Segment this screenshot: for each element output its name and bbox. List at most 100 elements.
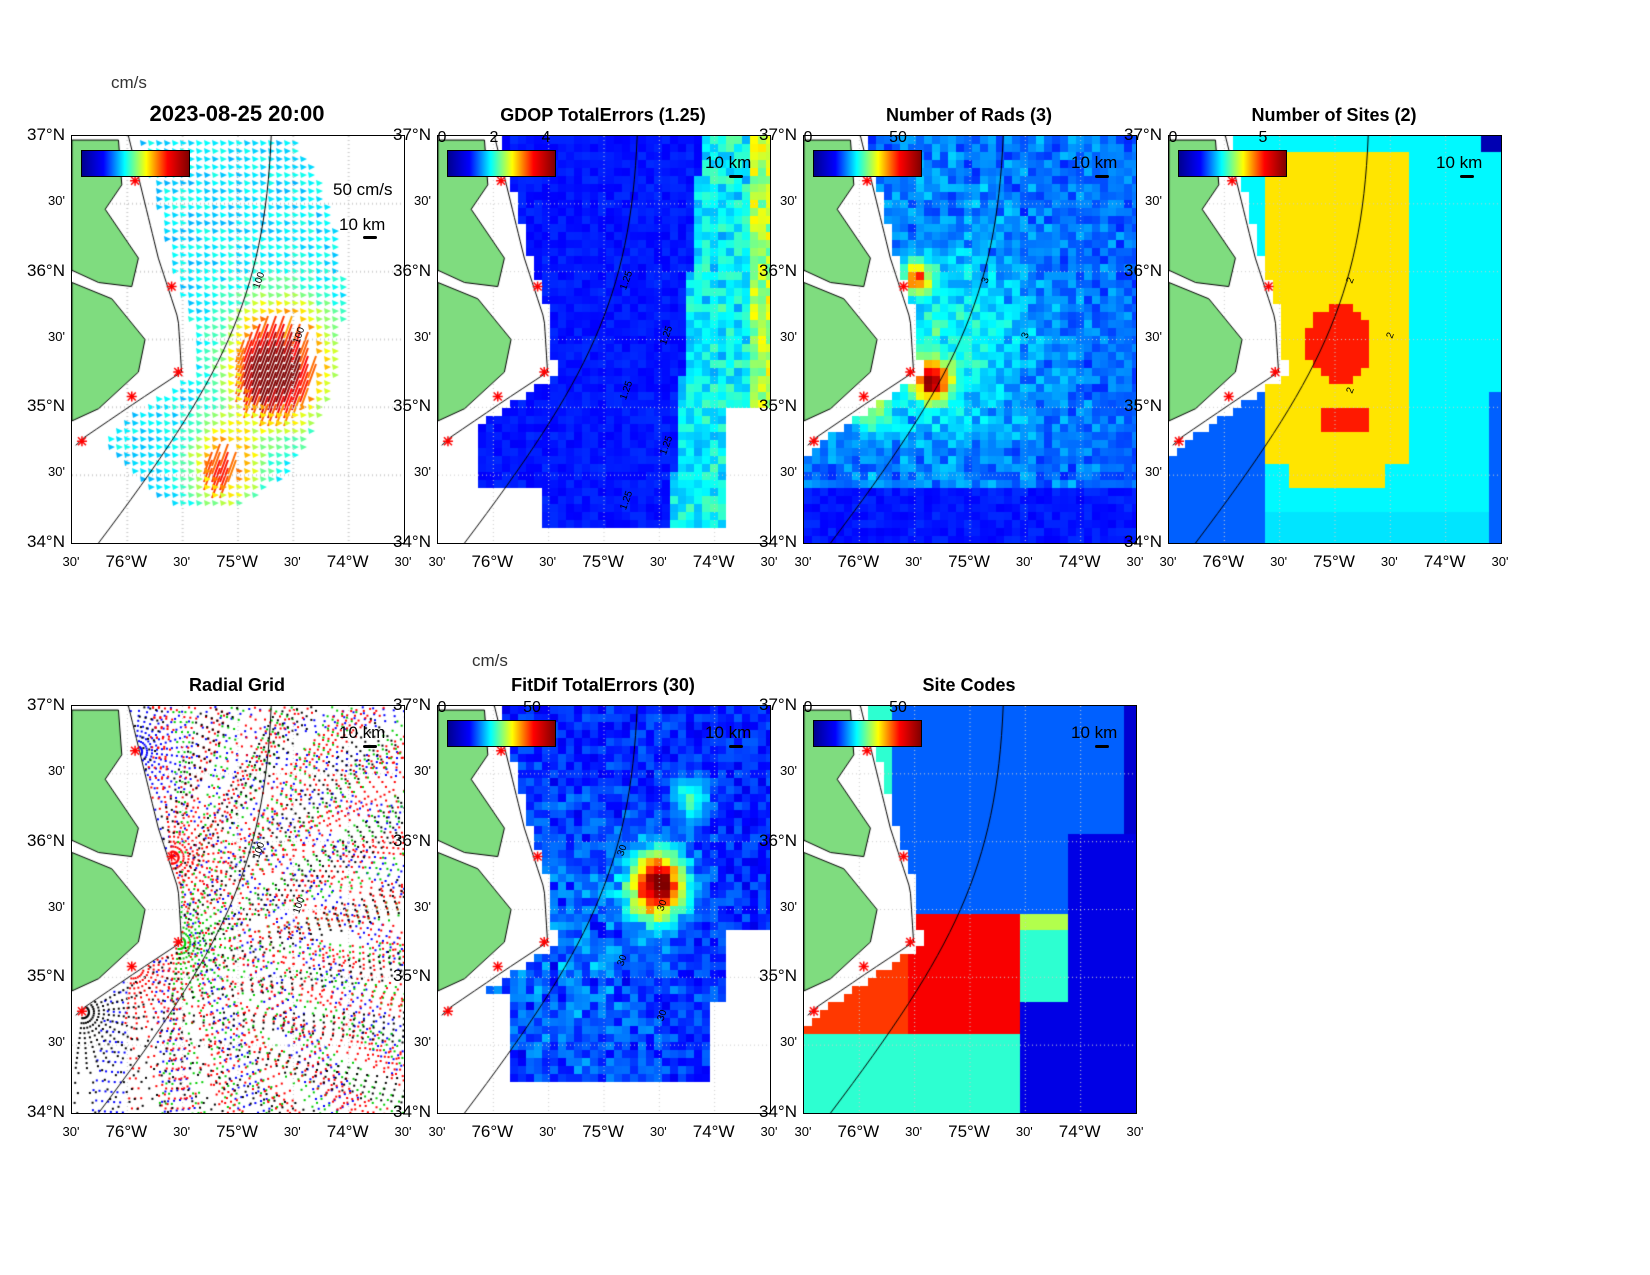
y-tick-label: 30' bbox=[48, 192, 65, 208]
y-tick-label: 30' bbox=[414, 898, 431, 914]
y-tick-label: 30' bbox=[48, 464, 65, 480]
panel-title: Site Codes bbox=[922, 675, 1016, 695]
scale-label: 10 km bbox=[1436, 153, 1483, 172]
x-tick-label: 30' bbox=[794, 1124, 812, 1139]
x-tick-label: 76°W bbox=[837, 552, 880, 571]
y-tick-label: 37°N bbox=[393, 695, 431, 714]
x-tick-label: 30' bbox=[539, 1124, 557, 1139]
x-tick-label: 75°W bbox=[582, 552, 624, 571]
colorbar-tick-label: 4 bbox=[541, 129, 551, 146]
colorbar-tick-label: 50 bbox=[523, 699, 541, 716]
x-tick-label: 30' bbox=[62, 1124, 80, 1139]
panel-title: Number of Sites (2) bbox=[1251, 105, 1417, 125]
scale-bar bbox=[1460, 175, 1474, 178]
y-tick-label: 34°N bbox=[27, 1102, 65, 1121]
scale-label: 10 km bbox=[1071, 153, 1118, 172]
scale-label: 10 km bbox=[705, 723, 752, 742]
x-tick-label: 30' bbox=[1270, 554, 1288, 569]
colorbar bbox=[813, 720, 922, 747]
x-tick-label: 30' bbox=[1380, 554, 1398, 569]
y-tick-label: 37°N bbox=[393, 125, 431, 144]
x-tick-label: 74°W bbox=[692, 552, 735, 571]
x-tick-label: 75°W bbox=[948, 552, 990, 571]
colorbar-tick-label: 0 bbox=[1168, 129, 1178, 146]
scale-bar bbox=[1095, 175, 1109, 178]
x-tick-label: 76°W bbox=[1202, 552, 1245, 571]
y-tick-label: 34°N bbox=[759, 532, 797, 551]
map-canvas-vectors bbox=[71, 135, 405, 544]
y-tick-label: 36°N bbox=[1124, 260, 1162, 280]
x-tick-label: 30' bbox=[539, 554, 557, 569]
x-tick-label: 75°W bbox=[1313, 552, 1355, 571]
scale-bar bbox=[363, 236, 377, 239]
colorbar-tick-label: 2 bbox=[489, 129, 499, 146]
y-tick-label: 30' bbox=[780, 464, 797, 480]
map-canvas-rads bbox=[803, 135, 1137, 544]
y-tick-label: 30' bbox=[1145, 464, 1162, 480]
scale-label: 10 km bbox=[339, 723, 386, 742]
y-tick-label: 30' bbox=[48, 1034, 65, 1050]
y-tick-label: 34°N bbox=[393, 1102, 431, 1121]
map-canvas-radial bbox=[71, 705, 405, 1114]
x-tick-label: 30' bbox=[394, 1124, 412, 1139]
colorbar-tick-label: 5 bbox=[1258, 129, 1268, 146]
colorbar bbox=[1178, 150, 1287, 177]
y-tick-label: 30' bbox=[48, 762, 65, 778]
x-tick-label: 30' bbox=[283, 554, 301, 569]
y-tick-label: 30' bbox=[414, 762, 431, 778]
y-tick-label: 30' bbox=[1145, 328, 1162, 344]
x-tick-label: 30' bbox=[173, 554, 191, 569]
colorbar bbox=[813, 150, 922, 177]
x-tick-label: 76°W bbox=[105, 552, 148, 571]
panel-title: Number of Rads (3) bbox=[885, 105, 1053, 125]
y-tick-label: 34°N bbox=[27, 532, 65, 551]
colorbar-tick-label: 50 bbox=[889, 699, 907, 716]
x-tick-label: 75°W bbox=[948, 1122, 990, 1141]
y-tick-label: 34°N bbox=[393, 532, 431, 551]
x-tick-label: 30' bbox=[394, 554, 412, 569]
x-tick-label: 76°W bbox=[837, 1122, 880, 1141]
colorbar-unit-label: cm/s bbox=[111, 73, 147, 92]
y-tick-label: 35°N bbox=[1124, 396, 1162, 416]
x-tick-label: 75°W bbox=[582, 1122, 624, 1141]
x-tick-label: 30' bbox=[905, 1124, 923, 1139]
colorbar bbox=[447, 720, 556, 747]
map-panel-sites: Number of Sites (2) 37°N 30' 36°N 30' 35°N 30'… bbox=[1124, 105, 1508, 571]
y-tick-label: 30' bbox=[780, 328, 797, 344]
colorbar-unit-label: cm/s bbox=[472, 651, 508, 670]
x-tick-label: 74°W bbox=[692, 1122, 735, 1141]
x-tick-label: 30' bbox=[1015, 1124, 1033, 1139]
y-tick-label: 35°N bbox=[759, 396, 797, 416]
scale-bar bbox=[1095, 745, 1109, 748]
y-tick-label: 30' bbox=[414, 464, 431, 480]
x-tick-label: 30' bbox=[283, 1124, 301, 1139]
y-tick-label: 30' bbox=[414, 1034, 431, 1050]
y-tick-label: 36°N bbox=[759, 830, 797, 850]
colorbar-tick-label: 50 bbox=[889, 129, 907, 146]
x-tick-label: 74°W bbox=[326, 1122, 369, 1141]
map-panel-radial: Radial Grid 37°N 30' 36°N 30' 35°N 30' 34°N 30' 7… bbox=[27, 675, 411, 1141]
x-tick-label: 76°W bbox=[471, 1122, 514, 1141]
x-tick-label: 76°W bbox=[471, 552, 514, 571]
x-tick-label: 30' bbox=[62, 554, 80, 569]
x-tick-label: 30' bbox=[649, 1124, 667, 1139]
y-tick-label: 30' bbox=[780, 192, 797, 208]
x-tick-label: 30' bbox=[173, 1124, 191, 1139]
x-tick-label: 74°W bbox=[1058, 1122, 1101, 1141]
x-tick-label: 30' bbox=[1159, 554, 1177, 569]
map-panel-fitdif: FitDif TotalErrors (30) 37°N 30' 36°N 30' 35°… bbox=[393, 651, 777, 1141]
panel-title: FitDif TotalErrors (30) bbox=[511, 675, 695, 695]
colorbar bbox=[447, 150, 556, 177]
x-tick-label: 30' bbox=[428, 554, 446, 569]
y-tick-label: 35°N bbox=[27, 966, 65, 986]
colorbar-tick-label: 0 bbox=[803, 129, 813, 146]
scale-bar bbox=[729, 175, 743, 178]
x-tick-label: 30' bbox=[428, 1124, 446, 1139]
x-tick-label: 30' bbox=[1126, 554, 1144, 569]
x-tick-label: 30' bbox=[760, 1124, 778, 1139]
y-tick-label: 30' bbox=[48, 898, 65, 914]
scale-bar bbox=[729, 745, 743, 748]
y-tick-label: 30' bbox=[414, 192, 431, 208]
y-tick-label: 36°N bbox=[393, 260, 431, 280]
